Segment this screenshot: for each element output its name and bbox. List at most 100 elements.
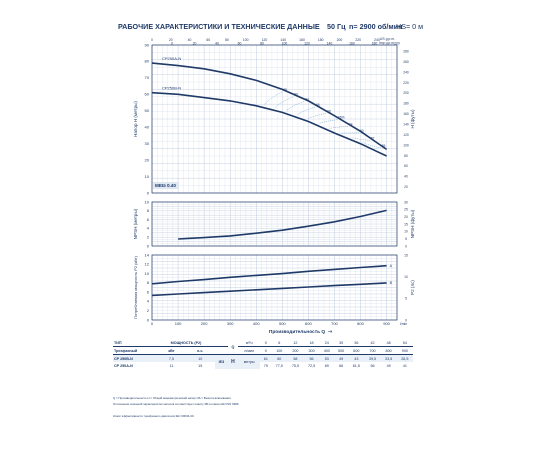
efficiency-label: 68 <box>327 109 331 113</box>
y-tick-label: 8 <box>147 280 150 285</box>
h-value: 75,5 <box>287 362 304 369</box>
y-tick-label: 0 <box>147 243 150 248</box>
y-tick-label: 30 <box>145 141 150 146</box>
y-tick-label: 2 <box>147 235 150 240</box>
q-m3h-7: 42 <box>364 339 381 347</box>
series-label: CP250B-N <box>162 86 181 91</box>
q-symbol: Q <box>228 339 238 355</box>
top-tick-label: 220 <box>355 38 361 42</box>
y-tick-label: 10 <box>145 271 150 276</box>
y2-tick-label: 140 <box>403 123 409 127</box>
h-value: 72,5 <box>303 362 320 369</box>
q-m3h-2: 12 <box>287 339 304 347</box>
efficiency-arc <box>263 91 283 106</box>
q-m3h-1: 6 <box>271 339 288 347</box>
efficiency-arc <box>307 113 327 120</box>
type-column-header: ТИП <box>113 339 158 347</box>
q-m3h-4: 24 <box>319 339 334 347</box>
y-tick-label: 70 <box>145 75 150 80</box>
top-tick2-label: 60 <box>238 41 242 45</box>
y2-axis-title: H (футы) <box>410 109 415 129</box>
top-axis-label: US g.p.m. <box>380 37 395 41</box>
efficiency-label: 55 <box>382 144 386 148</box>
y-tick-label: 14 <box>145 252 150 257</box>
y-tick-label: 0 <box>147 190 150 195</box>
efficiency-arc <box>351 137 370 141</box>
y2-tick-label: 0 <box>405 318 407 322</box>
h-value: 56 <box>303 354 320 362</box>
y2-tick-label: 120 <box>403 133 409 137</box>
frequency-label: 50 Гц <box>327 22 346 31</box>
q-lmin-6: 600 <box>348 346 365 355</box>
y-axis-title: Потребляемая мощность P2 (кВт) <box>133 255 138 319</box>
top-tick2-label: 40 <box>215 41 219 45</box>
h-value: 39,5 <box>364 354 381 362</box>
efficiency-arc <box>362 141 381 149</box>
note-tolerance: Отклонение значений характеристик насосо… <box>113 402 240 406</box>
y2-tick-label: 180 <box>403 102 409 106</box>
q-m3h-3: 18 <box>303 339 320 347</box>
top-tick-label: 0 <box>151 38 153 42</box>
top-tick-label: 100 <box>243 38 249 42</box>
y-tick-label: 2 <box>147 308 150 313</box>
q-m3h-8: 48 <box>380 339 397 347</box>
x-tick-label: 400 <box>253 321 260 326</box>
y-tick-label: 90 <box>145 42 150 47</box>
q-lmin-5: 500 <box>333 346 349 355</box>
h-value: 66 <box>333 362 349 369</box>
y2-tick-label: 5 <box>405 297 407 301</box>
efficiency-arc <box>296 106 316 116</box>
top-tick2-label: 80 <box>260 41 264 45</box>
top-tick-label: 120 <box>262 38 268 42</box>
y-tick-label: 12 <box>145 262 150 267</box>
h-value: 49 <box>380 362 397 369</box>
y-tick-label: 50 <box>145 108 150 113</box>
head-curve <box>151 62 388 151</box>
y-tick-label: 20 <box>145 157 150 162</box>
y2-tick-label: 240 <box>403 70 409 74</box>
y2-tick-label: 25 <box>404 208 408 212</box>
h-value: 43 <box>348 354 365 362</box>
y-tick-label: 4 <box>147 299 150 304</box>
annotation-box <box>153 182 179 189</box>
efficiency-arc <box>285 101 305 112</box>
note-motor-class: Класс эффективности трехфазного двигател… <box>113 414 195 418</box>
efficiency-arc <box>318 119 338 124</box>
efficiency-label: 66 <box>316 103 320 107</box>
top-tick2-label: 160 <box>349 41 355 45</box>
h-value: 61,5 <box>348 362 365 369</box>
y-tick-label: 10 <box>145 174 150 179</box>
row-kw: 7,5 <box>157 354 186 362</box>
y2-tick-label: 10 <box>404 230 408 234</box>
y2-tick-label: 200 <box>403 91 409 95</box>
y-tick-label: 80 <box>145 59 150 64</box>
y2-tick-label: 30 <box>404 200 408 204</box>
x-axis-title: Производительность Q <box>269 329 325 335</box>
y2-tick-label: 15 <box>404 222 408 226</box>
top-tick-label: 160 <box>299 38 305 42</box>
q-m3h-6: 36 <box>348 339 365 347</box>
ie3-label: IE3 <box>214 354 228 369</box>
q-lmin-3: 300 <box>303 346 320 355</box>
top-tick2-label: 180 <box>372 41 378 45</box>
h-value: 33,5 <box>380 354 397 362</box>
x-tick-label: 700 <box>331 321 338 326</box>
h-value: 69 <box>319 362 334 369</box>
top-tick2-label: 140 <box>327 41 333 45</box>
head-curve <box>151 91 387 157</box>
y-axis-title: NPSH (метры) <box>133 208 138 239</box>
mei-annotation: MEI≥ 0.40 <box>155 183 176 188</box>
y2-axis-title: P2 (лс) <box>410 280 415 295</box>
h-value: 53 <box>319 354 334 362</box>
plot-frame <box>151 201 398 247</box>
q-lmin-2: 200 <box>287 346 304 355</box>
efficiency-label: 57 <box>371 136 375 140</box>
efficiency-label: 66% <box>338 116 345 120</box>
top-tick-label: 200 <box>337 38 343 42</box>
y-tick-label: 0 <box>147 317 150 322</box>
top-tick2-label: 100 <box>282 41 288 45</box>
top-tick-label: 20 <box>169 38 173 42</box>
q-lmin-7: 700 <box>364 346 381 355</box>
suction-height-label: HS= 0 м <box>396 22 424 31</box>
